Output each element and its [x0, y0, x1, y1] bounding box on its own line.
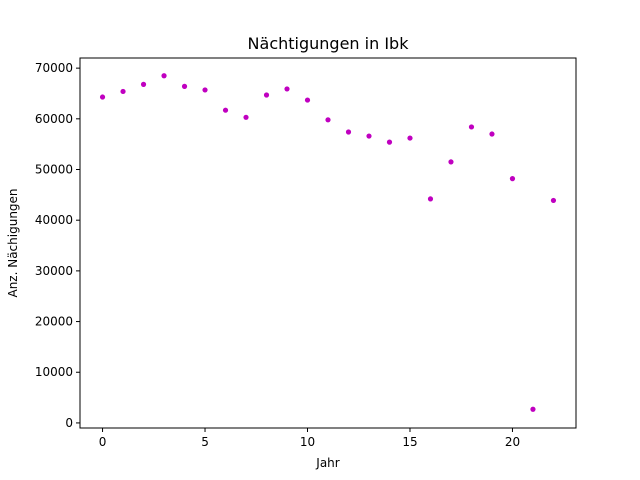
- data-point: [530, 406, 536, 412]
- data-point: [284, 86, 290, 92]
- data-point: [550, 197, 557, 204]
- data-point: [489, 131, 495, 137]
- x-tick-label: 15: [402, 435, 417, 449]
- data-point: [345, 129, 352, 135]
- y-tick-label: 0: [65, 416, 73, 430]
- data-point: [120, 88, 126, 95]
- x-tick-label: 10: [300, 435, 315, 449]
- y-tick-label: 70000: [35, 61, 73, 75]
- data-point: [427, 196, 434, 202]
- y-tick-label: 50000: [35, 163, 73, 177]
- data-point: [202, 87, 208, 93]
- plot-area-frame: [79, 57, 577, 429]
- data-point: [99, 94, 106, 100]
- y-axis-ticks: 0 10000 20000 30000 40000 50000 60000 70000: [35, 61, 80, 430]
- data-point: [448, 159, 454, 165]
- x-axis-label: Jahr: [315, 456, 339, 470]
- data-point: [304, 97, 311, 103]
- x-tick-label: 5: [201, 435, 209, 449]
- data-point: [243, 114, 249, 120]
- y-tick-label: 40000: [35, 213, 73, 227]
- data-point: [181, 83, 188, 89]
- y-tick-label: 10000: [35, 365, 73, 379]
- y-tick-label: 60000: [35, 112, 73, 126]
- x-tick-label: 0: [99, 435, 107, 449]
- chart-title: Nächtigungen in Ibk: [248, 34, 410, 53]
- data-point: [325, 117, 331, 123]
- y-tick-label: 30000: [35, 264, 73, 278]
- data-point: [140, 81, 147, 87]
- data-point: [222, 107, 229, 113]
- data-point: [509, 176, 516, 182]
- data-point: [386, 139, 393, 145]
- data-point: [366, 133, 372, 139]
- y-axis-label: Anz. Nächigungen: [6, 188, 20, 297]
- data-point: [161, 73, 167, 79]
- data-points: [99, 73, 557, 412]
- x-axis-ticks: 0 5 10 15 20: [99, 428, 520, 449]
- data-point: [263, 92, 270, 98]
- data-point: [468, 124, 475, 130]
- x-tick-label: 20: [505, 435, 520, 449]
- data-point: [407, 135, 413, 141]
- y-tick-label: 20000: [35, 315, 73, 329]
